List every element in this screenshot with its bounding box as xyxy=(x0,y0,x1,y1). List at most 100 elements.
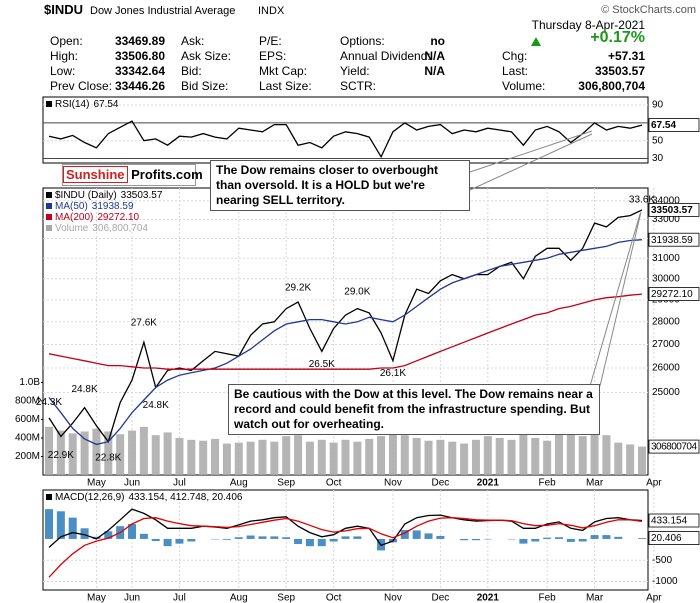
bar xyxy=(400,435,409,475)
bar xyxy=(614,442,623,475)
value-box xyxy=(648,439,700,454)
line xyxy=(48,293,643,370)
bar xyxy=(294,538,303,545)
y2-tick-label: 600M xyxy=(15,414,40,425)
x-tick-label: 2021 xyxy=(477,478,500,489)
bar xyxy=(258,536,267,539)
extreme-label: 26.1K xyxy=(380,368,406,379)
bar xyxy=(341,536,350,539)
bar xyxy=(377,436,386,475)
panel xyxy=(42,489,649,591)
value-box xyxy=(648,287,700,301)
legend-entry: MA(50) 31938.59 xyxy=(55,201,134,212)
bar xyxy=(566,538,575,542)
legend-value: 306,800,704 xyxy=(92,223,148,234)
bar xyxy=(519,538,528,544)
bar xyxy=(234,442,243,475)
bar xyxy=(187,439,196,475)
bar xyxy=(282,436,291,475)
bar xyxy=(353,536,362,539)
bar xyxy=(270,441,279,475)
bar xyxy=(424,533,433,539)
quote-value: 33506.80 xyxy=(114,49,165,63)
x-tick-label: Nov xyxy=(384,478,402,489)
y-tick-label: 90 xyxy=(652,100,664,111)
extreme-label: 27.6K xyxy=(131,317,157,328)
quote-label: Annual Dividend: xyxy=(340,49,431,63)
quote-label: Bid: xyxy=(181,64,202,78)
bar xyxy=(246,441,255,475)
bar xyxy=(258,439,267,475)
value-box-label: 433.154 xyxy=(651,516,688,527)
legend-entry: Volume 306,800,704 xyxy=(55,223,148,234)
bar xyxy=(543,537,552,539)
callout-pointer xyxy=(469,133,593,191)
y-tick-label: 33000 xyxy=(652,214,680,225)
bar xyxy=(68,517,77,539)
bar xyxy=(531,437,540,475)
quote-label: Chg: xyxy=(502,49,528,63)
symbol-name: Dow Jones Industrial Average xyxy=(90,5,236,17)
legend-swatch xyxy=(46,101,52,107)
quote-value: +57.31 xyxy=(607,49,645,63)
x-tick-label: Mar xyxy=(586,593,604,603)
bar xyxy=(495,437,504,475)
bar xyxy=(471,439,480,475)
quote-label: Prev Close: xyxy=(50,79,113,93)
bar xyxy=(353,441,362,475)
x-tick-label: Sep xyxy=(277,478,295,489)
bar xyxy=(602,435,611,475)
value-box xyxy=(648,118,700,132)
bar xyxy=(199,440,208,475)
quote-label: Low: xyxy=(50,64,76,78)
x-tick-label: Jul xyxy=(173,593,186,603)
extreme-label: 33.6K xyxy=(629,195,655,206)
bar xyxy=(294,435,303,475)
y-tick-label: 27000 xyxy=(652,339,680,350)
y-tick-label: 50 xyxy=(652,135,664,146)
value-box-label: 29272.10 xyxy=(651,289,693,300)
quote-label: Yield: xyxy=(340,64,370,78)
bar xyxy=(365,438,374,475)
bar xyxy=(626,444,635,475)
bar xyxy=(554,434,563,475)
quote-label: EPS: xyxy=(259,49,287,63)
quote-value: 33503.57 xyxy=(594,64,645,78)
legend-value: 67.54 xyxy=(93,99,118,110)
bar xyxy=(151,538,160,542)
x-tick-label: Feb xyxy=(539,478,557,489)
bar xyxy=(341,439,350,475)
quote-value: 33469.89 xyxy=(114,34,165,48)
bar xyxy=(56,511,65,539)
extreme-label: 22.9K xyxy=(48,450,74,461)
x-tick-label: Oct xyxy=(326,478,342,489)
bar xyxy=(329,442,338,475)
bar xyxy=(388,427,397,475)
value-box xyxy=(648,513,700,528)
bar xyxy=(531,538,540,542)
extreme-label: 24.3K xyxy=(36,397,62,408)
bar xyxy=(187,538,196,542)
x-tick-label: Feb xyxy=(539,593,557,603)
bar xyxy=(104,431,113,475)
quote-value: +0.17% xyxy=(590,29,645,46)
quote-value: N/A xyxy=(424,49,445,63)
x-tick-label: Aug xyxy=(230,478,248,489)
bar xyxy=(163,538,172,547)
callout-pointer xyxy=(599,211,642,387)
bar xyxy=(483,436,492,475)
quote-value: no xyxy=(430,34,445,48)
x-tick-label: Jun xyxy=(124,478,140,489)
y2-tick-label: 800M xyxy=(15,396,40,407)
quote-label: SCTR: xyxy=(340,79,376,93)
quote-label: Ask: xyxy=(181,34,205,48)
bar xyxy=(614,536,623,539)
bar xyxy=(175,437,184,475)
bar xyxy=(211,438,220,475)
date: Thursday 8-Apr-2021 xyxy=(531,18,645,32)
y-tick-label: 34000 xyxy=(652,195,680,206)
y-tick-label: 30 xyxy=(652,153,664,164)
legend-entry: MACD(12,26,9) 433.154, 412.748, 20.406 xyxy=(55,492,243,503)
bar xyxy=(448,441,457,475)
